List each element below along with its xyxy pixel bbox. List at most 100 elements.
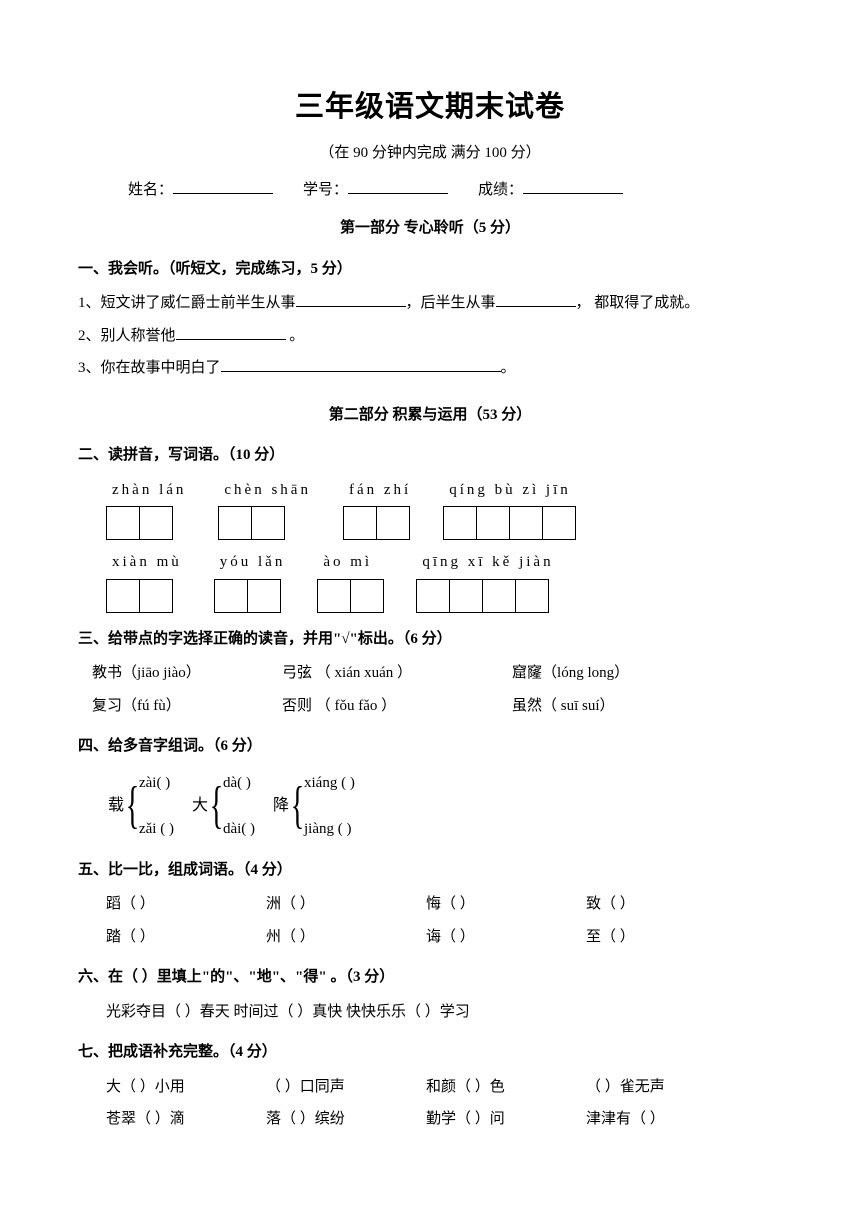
poly-char: 载 <box>108 791 124 821</box>
char-box[interactable] <box>515 579 549 613</box>
pinyin-label: ào mì <box>317 548 372 577</box>
q5-row: 蹈（ ）洲（ ）悔（ ）致（ ） <box>78 890 782 919</box>
q1-line1: 1、短文讲了威仁爵士前半生从事，后半生从事， 都取得了成就。 <box>78 289 782 318</box>
idiom-item: 勤学（ ）问 <box>426 1105 586 1134</box>
q4-head: 四、给多音字组词。（6 分） <box>78 732 782 761</box>
pinyin-cell: zhàn lán <box>106 476 186 541</box>
idiom-item: 苍翠（ ）滴 <box>106 1105 266 1134</box>
char-box[interactable] <box>139 579 173 613</box>
compare-item: 诲（ ） <box>426 923 586 952</box>
q1-blank[interactable] <box>176 325 286 340</box>
q5-head: 五、比一比，组成词语。（4 分） <box>78 856 782 885</box>
name-blank[interactable] <box>173 179 273 194</box>
compare-item: 蹈（ ） <box>106 890 266 919</box>
char-box[interactable] <box>416 579 450 613</box>
id-blank[interactable] <box>348 179 448 194</box>
brace-icon: { <box>126 780 140 832</box>
polyphone-group: 大{dà( )dài( ) <box>192 769 255 844</box>
pinyin-cell: xiàn mù <box>106 548 182 613</box>
q3-body: 教书（jiāo jiào）弓弦 （ xián xuán ）窟窿（lóng lon… <box>78 659 782 720</box>
pinyin-label: yóu lǎn <box>214 548 286 577</box>
char-box[interactable] <box>317 579 351 613</box>
idiom-item: （ ）口同声 <box>266 1073 426 1102</box>
q1-blank[interactable] <box>496 292 576 307</box>
char-box[interactable] <box>247 579 281 613</box>
q7-row: 苍翠（ ）滴落（ ）缤纷勤学（ ）问津津有（ ） <box>78 1105 782 1134</box>
compare-item: 洲（ ） <box>266 890 426 919</box>
compare-item: 踏（ ） <box>106 923 266 952</box>
q1-blank[interactable] <box>221 357 501 372</box>
char-box[interactable] <box>218 506 252 540</box>
q1-blank[interactable] <box>296 292 406 307</box>
page-subtitle: （在 90 分钟内完成 满分 100 分） <box>78 139 782 168</box>
char-box[interactable] <box>343 506 377 540</box>
char-box[interactable] <box>139 506 173 540</box>
char-box[interactable] <box>509 506 543 540</box>
score-label: 成绩： <box>478 182 523 198</box>
q3-item: 否则 （ fǒu fǎo ） <box>282 692 512 721</box>
char-box[interactable] <box>106 579 140 613</box>
q3-item: 教书（jiāo jiào） <box>92 659 282 688</box>
char-box[interactable] <box>482 579 516 613</box>
compare-item: 致（ ） <box>586 890 746 919</box>
q5-row: 踏（ ）州（ ）诲（ ）至（ ） <box>78 923 782 952</box>
brace-icon: { <box>291 780 305 832</box>
q6-line: 光彩夺目（ ）春天 时间过（ ）真快 快快乐乐（ ）学习 <box>78 998 782 1027</box>
pinyin-cell: qīng xī kě jiàn <box>416 548 553 613</box>
q3-item: 窟窿（lóng long） <box>512 659 712 688</box>
compare-item: 州（ ） <box>266 923 426 952</box>
char-box[interactable] <box>449 579 483 613</box>
q2-body: zhàn lán chèn shān fán zhí qíng bù zì jīn x… <box>78 476 782 613</box>
score-blank[interactable] <box>523 179 623 194</box>
idiom-item: 大（ ）小用 <box>106 1073 266 1102</box>
student-info-line: 姓名： 学号： 成绩： <box>78 176 782 205</box>
name-label: 姓名： <box>128 182 173 198</box>
poly-char: 降 <box>273 791 289 821</box>
pinyin-label: chèn shān <box>218 476 311 505</box>
q4-body: 载{zài( )zǎi ( ) 大{dà( )dài( ) 降{xiáng ( )j… <box>78 769 782 844</box>
pinyin-label: zhàn lán <box>106 476 186 505</box>
idiom-item: 津津有（ ） <box>586 1105 746 1134</box>
poly-char: 大 <box>192 791 208 821</box>
pinyin-label: qíng bù zì jīn <box>443 476 571 505</box>
polyphone-group: 载{zài( )zǎi ( ) <box>108 769 174 844</box>
q2-head: 二、读拼音，写词语。（10 分） <box>78 441 782 470</box>
q1-line3: 3、你在故事中明白了。 <box>78 354 782 383</box>
q3-item: 复习（fú fù） <box>92 692 282 721</box>
q7-head: 七、把成语补充完整。（4 分） <box>78 1038 782 1067</box>
pinyin-label: qīng xī kě jiàn <box>416 548 553 577</box>
pinyin-cell: fán zhí <box>343 476 411 541</box>
pinyin-label: xiàn mù <box>106 548 182 577</box>
char-box[interactable] <box>443 506 477 540</box>
pinyin-cell: yóu lǎn <box>214 548 286 613</box>
q3-item: 虽然（ suī suí） <box>512 692 712 721</box>
char-box[interactable] <box>214 579 248 613</box>
char-box[interactable] <box>476 506 510 540</box>
pinyin-cell: chèn shān <box>218 476 311 541</box>
brace-icon: { <box>210 780 224 832</box>
char-box[interactable] <box>251 506 285 540</box>
q1-line2: 2、别人称誉他 。 <box>78 322 782 351</box>
id-label: 学号： <box>303 182 348 198</box>
q3-item: 弓弦 （ xián xuán ） <box>282 659 512 688</box>
pinyin-cell: qíng bù zì jīn <box>443 476 576 541</box>
part2-heading: 第二部分 积累与运用（53 分） <box>78 401 782 430</box>
q1-head: 一、我会听。（听短文，完成练习，5 分） <box>78 255 782 284</box>
char-box[interactable] <box>106 506 140 540</box>
polyphone-group: 降{xiáng ( )jiàng ( ) <box>273 769 355 844</box>
pinyin-cell: ào mì <box>317 548 384 613</box>
idiom-item: （ ）雀无声 <box>586 1073 746 1102</box>
idiom-item: 和颜（ ）色 <box>426 1073 586 1102</box>
pinyin-label: fán zhí <box>343 476 411 505</box>
idiom-item: 落（ ）缤纷 <box>266 1105 426 1134</box>
compare-item: 悔（ ） <box>426 890 586 919</box>
char-box[interactable] <box>542 506 576 540</box>
q7-row: 大（ ）小用（ ）口同声和颜（ ）色（ ）雀无声 <box>78 1073 782 1102</box>
compare-item: 至（ ） <box>586 923 746 952</box>
char-box[interactable] <box>350 579 384 613</box>
q6-head: 六、在（ ）里填上"的"、"地"、"得" 。（3 分） <box>78 963 782 992</box>
char-box[interactable] <box>376 506 410 540</box>
part1-heading: 第一部分 专心聆听（5 分） <box>78 214 782 243</box>
page-title: 三年级语文期末试卷 <box>78 80 782 135</box>
q3-head: 三、给带点的字选择正确的读音，并用"√"标出。（6 分） <box>78 625 782 654</box>
